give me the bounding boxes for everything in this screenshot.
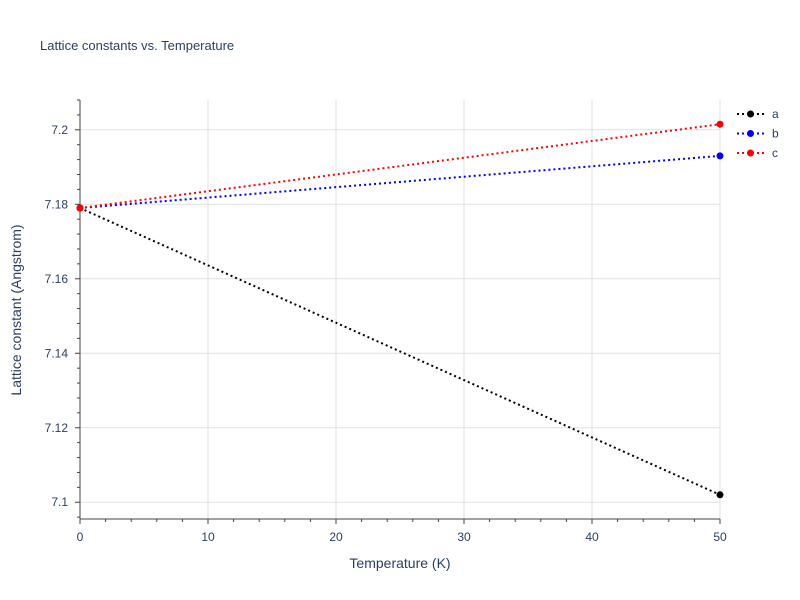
legend-item-b[interactable]: b — [737, 127, 779, 141]
y-tick-label: 7.12 — [45, 421, 69, 435]
legend-label: a — [772, 107, 779, 121]
chart-title: Lattice constants vs. Temperature — [40, 38, 234, 53]
y-tick-label: 7.14 — [45, 346, 69, 360]
data-point-a — [716, 491, 724, 499]
legend-item-a[interactable]: a — [737, 107, 779, 121]
y-tick-label: 7.2 — [51, 123, 68, 137]
x-tick-label: 0 — [77, 530, 84, 544]
legend-label: c — [772, 146, 778, 160]
axes: 0 10 20 30 40 50 7.1 7.12 7.14 7.16 7.18 7.2 — [45, 99, 727, 544]
x-tick-label: 50 — [713, 530, 727, 544]
x-axis-title: Temperature (K) — [349, 555, 450, 571]
legend-label: b — [772, 127, 779, 141]
legend-item-c[interactable]: c — [737, 146, 778, 160]
series-layer — [76, 120, 724, 499]
legend[interactable]: abc — [737, 107, 779, 160]
series-line-a — [79, 207, 721, 496]
legend-marker — [747, 130, 754, 137]
series-line-c — [79, 123, 721, 210]
x-tick-label: 30 — [457, 530, 471, 544]
y-tick-label: 7.1 — [51, 495, 68, 509]
data-point-c — [76, 204, 84, 212]
data-point-b — [716, 152, 724, 160]
x-tick-label: 10 — [201, 530, 215, 544]
y-axis-title: Lattice constant (Angstrom) — [8, 224, 24, 395]
y-tick-label: 7.16 — [45, 272, 69, 286]
x-tick-label: 40 — [585, 530, 599, 544]
x-tick-label: 20 — [329, 530, 343, 544]
legend-marker — [747, 149, 754, 157]
y-tick-label: 7.18 — [45, 197, 69, 211]
grid — [80, 100, 721, 519]
legend-marker — [747, 110, 754, 118]
series-line-b — [79, 154, 721, 210]
data-point-c — [716, 120, 724, 128]
